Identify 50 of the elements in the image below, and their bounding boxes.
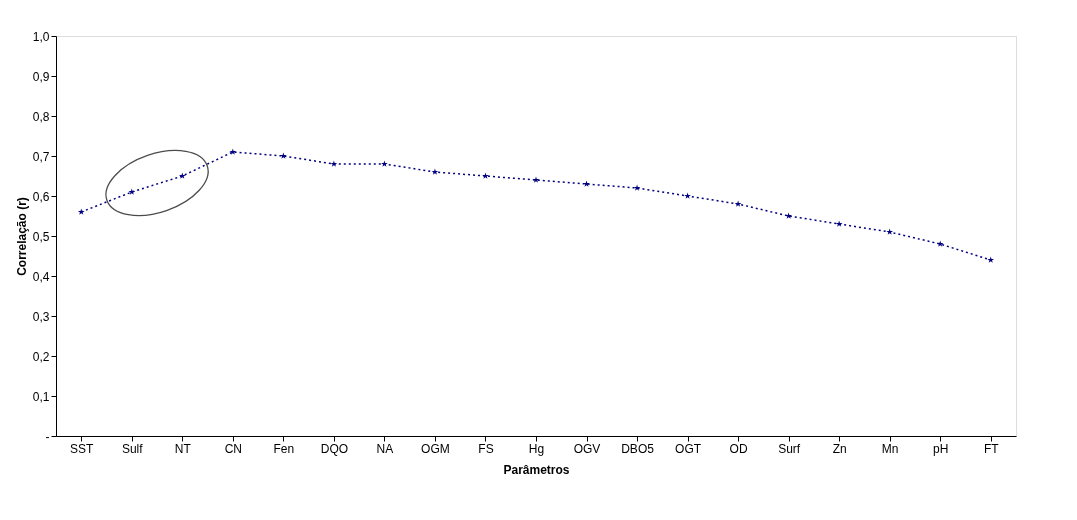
x-tick-label: FS <box>478 441 494 456</box>
x-tick-label: Fen <box>273 441 295 456</box>
point <box>77 208 85 215</box>
point <box>785 212 792 219</box>
point <box>280 152 287 159</box>
y-tick-label: 0,4 <box>32 269 50 284</box>
point <box>532 176 540 183</box>
x-tick-label: OD <box>729 441 748 456</box>
point <box>482 172 489 179</box>
y-tick-label: 0,6 <box>32 189 50 204</box>
point <box>987 256 995 263</box>
x-tick-label: Surf <box>778 441 801 456</box>
point <box>431 168 439 175</box>
y-tick-label: 0,7 <box>32 149 50 164</box>
y-tick-label: 0,3 <box>32 309 50 324</box>
point <box>734 200 742 207</box>
point <box>936 240 944 247</box>
x-tick-label: Hg <box>528 441 545 456</box>
y-tick-label: - <box>45 429 50 444</box>
point <box>381 160 388 167</box>
x-tick-label: FT <box>983 441 1000 456</box>
point <box>178 172 186 179</box>
x-tick-label: SST <box>70 441 95 456</box>
x-tick-label: OGV <box>573 441 601 456</box>
y-tick-label: 0,2 <box>32 349 50 364</box>
point <box>633 184 641 191</box>
x-tick-label: pH <box>933 441 949 456</box>
x-tick-label: OGM <box>421 441 450 456</box>
y-tick-label: 0,9 <box>32 69 50 84</box>
point <box>684 192 691 199</box>
x-tick-label: NA <box>376 441 394 456</box>
point <box>229 148 237 155</box>
y-tick-label: 0,8 <box>32 109 50 124</box>
x-tick-label: Zn <box>832 441 847 456</box>
point <box>330 160 338 167</box>
x-tick-label: Sulf <box>121 441 144 456</box>
point <box>835 220 843 227</box>
x-tick-label: NT <box>174 441 192 456</box>
y-tick-label: 1,0 <box>32 29 50 44</box>
x-tick-label: CN <box>224 441 243 456</box>
y-axis-title: Correlação (r) <box>14 197 29 276</box>
x-tick-label: Mn <box>881 441 899 456</box>
x-axis-title: Parâmetros <box>503 462 570 477</box>
point <box>128 188 136 195</box>
x-tick-label: DQO <box>320 441 349 456</box>
y-tick-label: 0,1 <box>32 389 50 404</box>
point <box>886 228 894 235</box>
x-tick-label: OGT <box>675 441 702 456</box>
y-tick-label: 0,5 <box>32 229 50 244</box>
x-tick-label: DBO5 <box>621 441 655 456</box>
